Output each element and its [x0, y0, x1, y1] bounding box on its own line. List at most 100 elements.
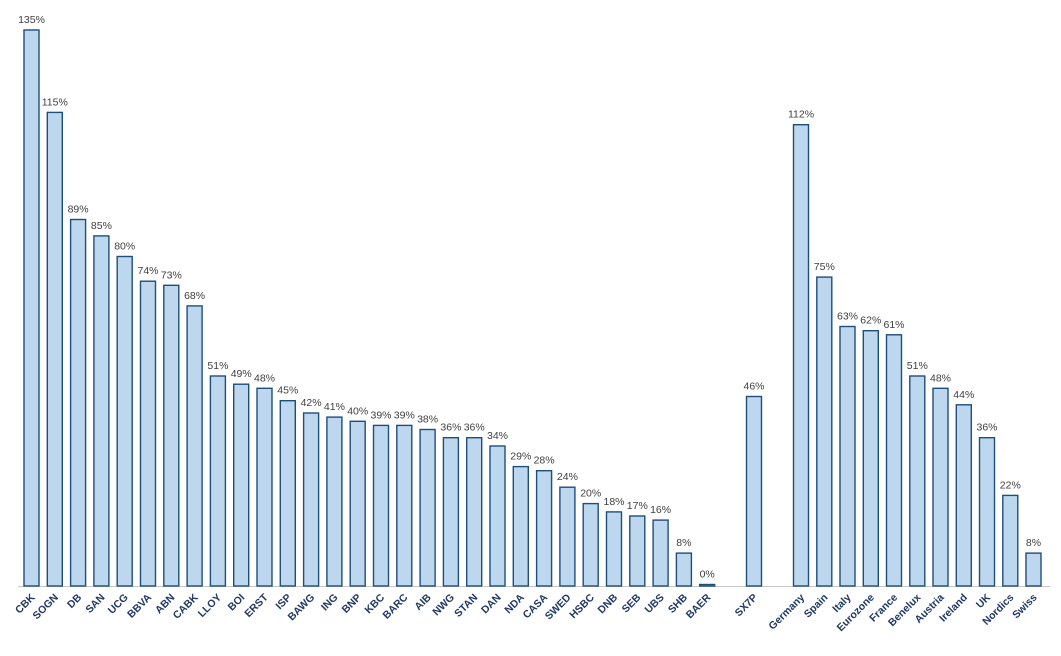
- data-label-ireland: 44%: [953, 389, 974, 401]
- bar-shb: [675, 552, 693, 587]
- tick-label-spain: Spain: [802, 592, 831, 621]
- data-label-dan: 34%: [487, 430, 508, 442]
- data-label-shb: 8%: [676, 537, 691, 549]
- bar-dnb: [605, 511, 623, 587]
- bar-barc: [396, 424, 413, 587]
- data-label-bawg: 42%: [301, 397, 322, 409]
- bar-benelux: [909, 375, 926, 587]
- bar-bnp: [349, 420, 366, 587]
- data-label-nordics: 22%: [1000, 479, 1021, 491]
- tick-label-ubs: UBS: [643, 592, 667, 616]
- data-label-baer: 0%: [700, 569, 715, 581]
- tick-label-cabk: CABK: [171, 591, 201, 621]
- bar-isp: [279, 400, 296, 587]
- data-label-barc: 39%: [394, 409, 415, 421]
- tick-label-seb: SEB: [620, 591, 644, 615]
- bar-seb: [629, 515, 646, 587]
- tick-label-lloy: LLOY: [196, 592, 224, 620]
- data-label-italy: 63%: [837, 311, 858, 323]
- data-labels-layer: 135%115%89%85%80%74% 73%68%51%49% 48%45%42…: [18, 14, 1041, 581]
- data-label-benelux: 51%: [907, 360, 928, 372]
- tick-label-dan: DAN: [479, 592, 504, 617]
- tick-label-db: DB: [65, 591, 85, 611]
- bar-spain: [816, 276, 833, 587]
- data-label-cbk: 135%: [18, 14, 45, 26]
- data-label-cabk: 68%: [184, 290, 205, 302]
- data-label-eurozone: 62%: [860, 315, 881, 327]
- tick-label-dnb: DNB: [596, 591, 621, 616]
- bar-hsbc: [582, 502, 599, 587]
- data-label-casa: 28%: [534, 455, 555, 467]
- data-label-ing: 41%: [324, 401, 345, 413]
- tick-label-san: SAN: [83, 592, 107, 616]
- data-label-bbva: 74%: [137, 265, 158, 277]
- data-label-spain: 75%: [814, 261, 835, 273]
- bar-db: [69, 218, 87, 587]
- data-label-ucg: 80%: [114, 241, 135, 253]
- data-label-uk: 36%: [976, 422, 997, 434]
- bars-layer: [18, 29, 1050, 587]
- bar-ubs: [652, 519, 669, 587]
- data-label-sogn: 115%: [42, 96, 68, 108]
- tick-label-hsbc: HSBC: [567, 591, 597, 621]
- data-label-aib: 38%: [417, 414, 438, 426]
- tick-label-bnp: BNP: [340, 592, 364, 616]
- data-label-boi: 49%: [231, 368, 252, 380]
- bar-boi: [232, 383, 250, 587]
- bar-nwg: [442, 437, 460, 587]
- bar-stan: [466, 437, 483, 587]
- bar-sx7p: [745, 395, 763, 587]
- bar-italy: [839, 325, 856, 587]
- data-label-erst: 48%: [254, 372, 275, 384]
- tick-label-erst: ERST: [242, 591, 271, 620]
- bar-ucg: [116, 255, 133, 587]
- data-label-bnp: 40%: [347, 405, 368, 417]
- tick-label-bbva: BBVA: [125, 591, 154, 620]
- data-label-san: 85%: [91, 220, 112, 232]
- data-label-lloy: 51%: [207, 360, 228, 372]
- bar-baer: [699, 583, 716, 587]
- bar-ireland: [955, 404, 972, 587]
- data-label-isp: 45%: [277, 385, 298, 397]
- data-label-hsbc: 20%: [580, 488, 601, 500]
- data-label-austria: 48%: [930, 372, 951, 384]
- bar-cabk: [186, 305, 203, 587]
- data-label-dnb: 18%: [603, 496, 624, 508]
- tick-label-stan: STAN: [452, 592, 480, 620]
- bar-sogn: [46, 111, 63, 587]
- data-label-db: 89%: [68, 204, 89, 216]
- bar-uk: [978, 437, 996, 587]
- data-label-abn: 73%: [161, 269, 182, 281]
- data-label-kbc: 39%: [370, 409, 391, 421]
- bar-cbk: [23, 29, 40, 587]
- tick-label-baer: BAER: [684, 591, 714, 621]
- tick-label-barc: BARC: [380, 591, 410, 621]
- bar-kbc: [372, 424, 390, 587]
- data-label-nwg: 36%: [440, 422, 461, 434]
- data-label-swed: 24%: [557, 471, 578, 483]
- bar-abn: [163, 284, 180, 587]
- bar-nordics: [1002, 494, 1019, 587]
- data-label-germany: 112%: [788, 109, 814, 121]
- bar-germany: [792, 123, 810, 587]
- bar-san: [93, 235, 110, 587]
- data-label-france: 61%: [883, 319, 904, 331]
- data-label-seb: 17%: [627, 500, 648, 512]
- bar-dan: [489, 445, 506, 587]
- bar-casa: [535, 470, 553, 587]
- bar-france: [885, 334, 903, 587]
- tick-label-nwg: NWG: [430, 592, 457, 619]
- tick-label-sogn: SOGN: [31, 592, 61, 622]
- bar-austria: [932, 387, 949, 587]
- bar-swiss: [1025, 552, 1042, 587]
- bar-eurozone: [862, 330, 879, 587]
- bar-nda: [512, 465, 529, 587]
- bar-bawg: [302, 412, 320, 587]
- bar-bbva: [139, 280, 157, 587]
- bar-lloy: [209, 375, 227, 587]
- bar-ing: [326, 416, 343, 587]
- data-label-sx7p: 46%: [743, 381, 764, 393]
